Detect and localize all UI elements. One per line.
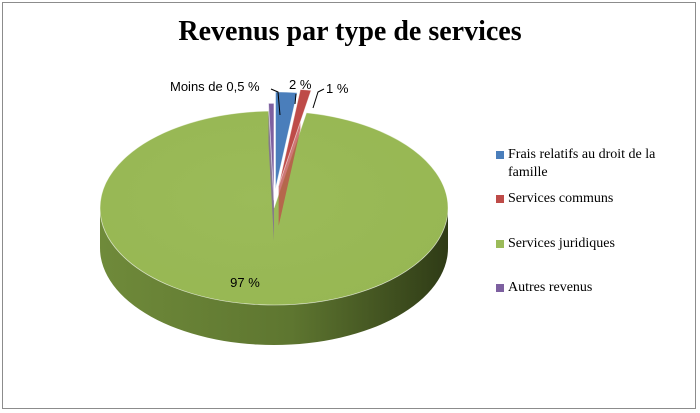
legend-item-services-juridiques: Services juridiques: [496, 235, 696, 253]
leader-line-autres-revenus: [270, 88, 281, 116]
slice-services-communs: [278, 89, 312, 186]
legend-label: Services communs: [508, 191, 614, 206]
leader-line-frais-famille: [294, 93, 297, 105]
slice-frais-famille: [275, 91, 298, 189]
legend-swatch-green: [496, 240, 504, 248]
data-label-services-juridiques: 97 %: [230, 275, 260, 290]
slice-services-juridiques: [99, 110, 449, 306]
legend-swatch-red: [496, 195, 504, 203]
data-label-autres-revenus: Moins de 0,5 %: [170, 79, 260, 94]
legend-item-services-communs: Services communs: [496, 190, 696, 208]
leader-line-services-communs: [312, 88, 325, 109]
legend-label: Frais relatifs au droit de la famille: [508, 147, 656, 180]
slice-autres-revenus: [268, 102, 275, 201]
chart-title: Revenus par type de services: [178, 16, 522, 47]
slice-services-juridiques-side: [100, 208, 449, 346]
legend-label: Autres revenus: [508, 280, 593, 295]
slice-autres-revenus-side: [268, 103, 274, 241]
legend-item-frais-famille: Frais relatifs au droit de la famille: [496, 146, 696, 182]
data-label-frais-famille: 2 %: [289, 77, 312, 92]
legend-label: Services juridiques: [508, 236, 615, 251]
data-label-services-communs: 1 %: [326, 81, 349, 96]
legend-swatch-purple: [496, 284, 504, 292]
legend-item-autres-revenus: Autres revenus: [496, 279, 696, 297]
legend-swatch-blue: [496, 151, 504, 159]
